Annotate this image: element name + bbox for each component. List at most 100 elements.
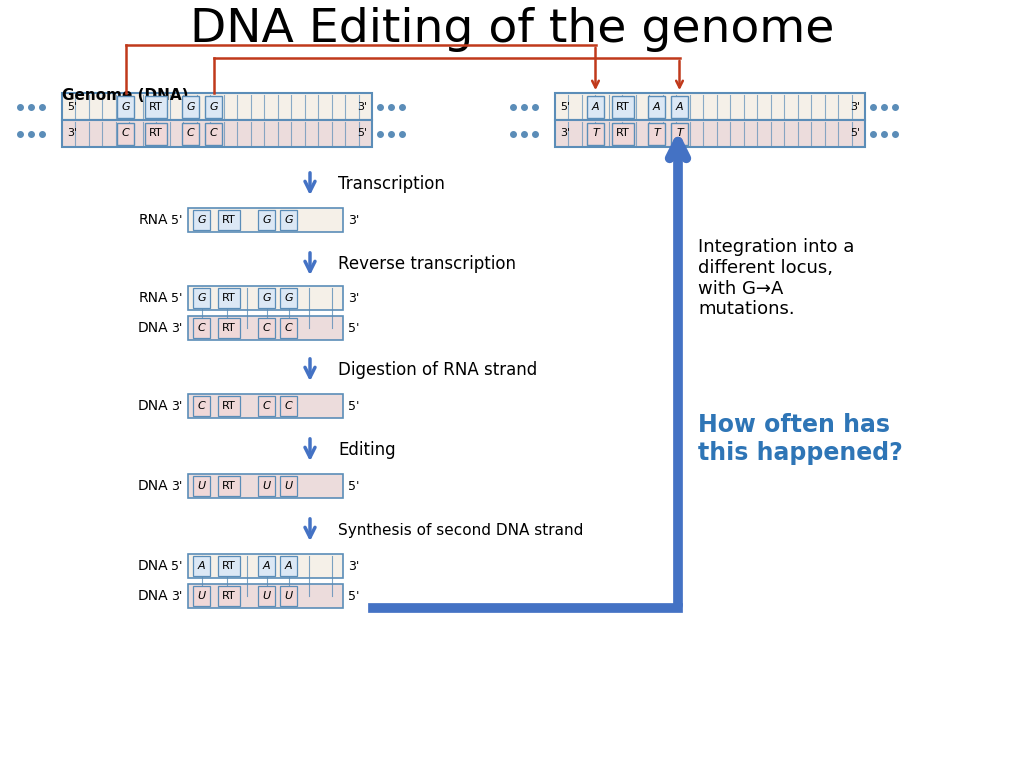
Text: T: T — [653, 128, 659, 138]
Bar — [648, 123, 665, 144]
Text: A: A — [592, 101, 599, 111]
Bar — [587, 123, 604, 144]
Text: 3': 3' — [171, 479, 182, 492]
Bar — [193, 288, 210, 308]
Bar — [612, 95, 634, 118]
Text: RT: RT — [222, 561, 236, 571]
Bar — [188, 316, 343, 340]
Bar — [193, 476, 210, 496]
Bar — [258, 318, 275, 338]
Text: A: A — [198, 561, 206, 571]
Bar — [193, 586, 210, 606]
Bar — [258, 586, 275, 606]
Bar — [280, 288, 297, 308]
Bar — [280, 396, 297, 416]
Bar — [193, 396, 210, 416]
Bar — [188, 208, 343, 232]
Text: C: C — [262, 401, 270, 411]
Text: G: G — [198, 215, 206, 225]
Text: T: T — [676, 128, 683, 138]
Text: T: T — [592, 128, 599, 138]
Text: U: U — [198, 481, 206, 491]
Bar — [193, 556, 210, 576]
Text: G: G — [262, 293, 270, 303]
Bar — [182, 123, 199, 144]
Text: RNA: RNA — [138, 291, 168, 305]
Bar — [218, 396, 240, 416]
Text: 3': 3' — [357, 101, 367, 111]
Text: 3': 3' — [348, 214, 359, 227]
Text: A: A — [676, 101, 683, 111]
Text: RT: RT — [150, 101, 163, 111]
Text: RT: RT — [616, 101, 630, 111]
Text: RNA: RNA — [138, 213, 168, 227]
Text: Reverse transcription: Reverse transcription — [338, 255, 516, 273]
Bar — [188, 584, 343, 608]
Text: G: G — [198, 293, 206, 303]
Text: U: U — [262, 481, 270, 491]
Text: 3': 3' — [348, 560, 359, 572]
Text: 5': 5' — [357, 128, 367, 138]
Bar — [258, 288, 275, 308]
Bar — [280, 556, 297, 576]
Text: RT: RT — [222, 293, 236, 303]
Text: 3': 3' — [171, 322, 182, 335]
Text: 5': 5' — [67, 101, 77, 111]
Text: How often has
this happened?: How often has this happened? — [698, 413, 903, 465]
Text: U: U — [285, 481, 293, 491]
Text: DNA: DNA — [137, 321, 168, 335]
Text: RT: RT — [150, 128, 163, 138]
Text: C: C — [262, 323, 270, 333]
Bar — [258, 556, 275, 576]
Text: U: U — [285, 591, 293, 601]
Text: G: G — [262, 215, 270, 225]
Text: RT: RT — [222, 323, 236, 333]
Text: Genome (DNA): Genome (DNA) — [62, 88, 188, 104]
Text: C: C — [210, 128, 217, 138]
Text: C: C — [186, 128, 195, 138]
Text: G: G — [285, 293, 293, 303]
Bar — [145, 123, 167, 144]
Bar — [587, 95, 604, 118]
Bar — [193, 318, 210, 338]
Text: U: U — [262, 591, 270, 601]
Text: C: C — [198, 323, 206, 333]
Bar — [62, 120, 372, 147]
Bar — [671, 123, 688, 144]
Text: 3': 3' — [67, 128, 77, 138]
Bar — [145, 95, 167, 118]
Text: 5': 5' — [348, 479, 359, 492]
Text: RT: RT — [616, 128, 630, 138]
Bar — [193, 210, 210, 230]
Text: G: G — [186, 101, 195, 111]
Text: A: A — [652, 101, 660, 111]
Bar — [218, 288, 240, 308]
Bar — [218, 586, 240, 606]
Text: RT: RT — [222, 215, 236, 225]
Bar — [280, 318, 297, 338]
Text: Editing: Editing — [338, 441, 395, 459]
Text: DNA: DNA — [137, 559, 168, 573]
Bar — [218, 476, 240, 496]
Text: DNA: DNA — [137, 399, 168, 413]
Text: C: C — [285, 401, 293, 411]
Bar — [188, 554, 343, 578]
Text: 3': 3' — [560, 128, 570, 138]
Bar — [258, 396, 275, 416]
Text: C: C — [122, 128, 129, 138]
Text: DNA: DNA — [137, 589, 168, 603]
Text: Synthesis of second DNA strand: Synthesis of second DNA strand — [338, 522, 584, 538]
Bar — [205, 95, 222, 118]
Text: G: G — [209, 101, 218, 111]
Text: DNA: DNA — [137, 479, 168, 493]
Bar — [188, 474, 343, 498]
Text: RT: RT — [222, 591, 236, 601]
Text: 5': 5' — [171, 214, 182, 227]
Text: C: C — [198, 401, 206, 411]
Text: Digestion of RNA strand: Digestion of RNA strand — [338, 361, 538, 379]
Bar — [182, 95, 199, 118]
Bar — [117, 95, 134, 118]
Bar — [280, 210, 297, 230]
Text: Transcription: Transcription — [338, 175, 444, 193]
Text: 3': 3' — [348, 292, 359, 304]
